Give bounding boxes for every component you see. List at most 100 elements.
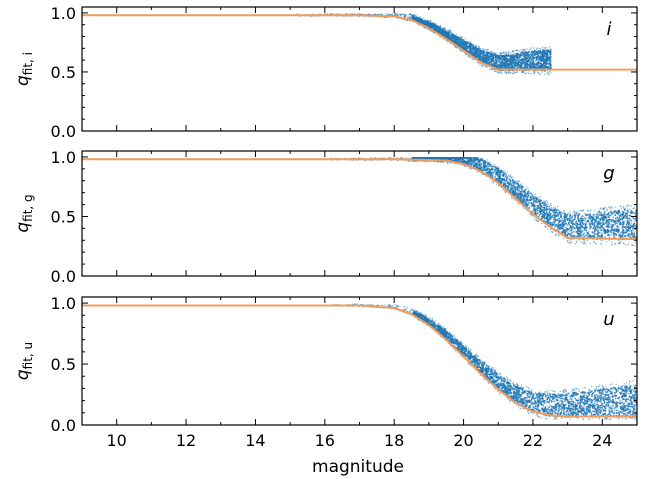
- scatter-point: [589, 227, 591, 230]
- scatter-point: [353, 13, 355, 15]
- scatter-point: [344, 13, 346, 15]
- scatter-point: [572, 215, 574, 217]
- scatter-point: [484, 49, 486, 51]
- scatter-point: [550, 64, 552, 66]
- scatter-point: [583, 242, 585, 244]
- scatter-point: [623, 236, 625, 238]
- scatter-point: [536, 63, 539, 65]
- scatter-point: [481, 174, 483, 176]
- scatter-point: [491, 63, 493, 65]
- scatter-point: [483, 173, 485, 175]
- scatter-point: [494, 63, 496, 66]
- scatter-point: [541, 51, 544, 54]
- scatter-point: [312, 13, 314, 15]
- scatter-point: [473, 51, 476, 54]
- scatter-point: [439, 36, 441, 38]
- scatter-point: [487, 159, 489, 161]
- scatter-point: [578, 212, 580, 215]
- scatter-point: [495, 56, 497, 58]
- scatter-point: [437, 161, 439, 163]
- scatter-point: [513, 190, 515, 193]
- scatter-point: [485, 162, 487, 164]
- scatter-point: [540, 67, 543, 69]
- scatter-point: [618, 228, 620, 230]
- scatter-point: [542, 209, 545, 211]
- scatter-point: [457, 42, 460, 44]
- scatter-point: [620, 224, 622, 226]
- scatter-point: [567, 232, 569, 235]
- scatter-point: [447, 41, 449, 43]
- scatter-point: [396, 14, 398, 16]
- scatter-point: [388, 14, 390, 16]
- scatter-point: [386, 14, 388, 16]
- scatter-point: [479, 57, 481, 59]
- scatter-point: [428, 24, 430, 27]
- scatter-point: [509, 72, 511, 74]
- scatter-point: [594, 233, 596, 235]
- scatter-point: [532, 67, 534, 69]
- scatter-point: [530, 195, 532, 197]
- scatter-point: [415, 15, 417, 17]
- scatter-point: [573, 231, 575, 233]
- scatter-point: [503, 172, 506, 174]
- scatter-point: [505, 191, 507, 193]
- scatter-point: [507, 58, 510, 61]
- scatter-point: [425, 27, 427, 29]
- scatter-point: [544, 62, 546, 64]
- scatter-point: [517, 64, 520, 66]
- scatter-point: [609, 230, 612, 232]
- scatter-point: [427, 19, 429, 21]
- scatter-point: [428, 29, 430, 31]
- scatter-point: [464, 165, 466, 167]
- scatter-point: [504, 53, 506, 55]
- scatter-point: [599, 236, 601, 238]
- scatter-point: [610, 206, 613, 208]
- scatter-point: [433, 22, 436, 24]
- scatter-point: [447, 31, 450, 33]
- scatter-point: [534, 193, 536, 195]
- scatter-point: [487, 59, 489, 62]
- scatter-point: [593, 241, 595, 243]
- scatter-point: [513, 188, 515, 190]
- scatter-point: [467, 41, 469, 43]
- scatter-point: [624, 208, 626, 210]
- scatter-point: [506, 55, 508, 57]
- scatter-point: [471, 50, 473, 53]
- scatter-point: [590, 209, 592, 211]
- scatter-point: [492, 182, 494, 184]
- scatter-point: [488, 56, 491, 58]
- scatter-point: [334, 157, 336, 159]
- scatter-point: [512, 176, 514, 178]
- scatter-point: [489, 68, 491, 70]
- scatter-point: [626, 220, 628, 222]
- scatter-point: [516, 187, 519, 189]
- scatter-point: [529, 53, 532, 56]
- scatter-point: [595, 220, 597, 222]
- scatter-point: [523, 55, 525, 58]
- scatter-point: [573, 235, 576, 237]
- scatter-point: [466, 46, 469, 48]
- scatter-point: [478, 55, 480, 57]
- scatter-point: [492, 57, 495, 60]
- scatter-point: [489, 51, 491, 53]
- scatter-point: [545, 46, 547, 48]
- scatter-point: [533, 72, 535, 74]
- scatter-point: [563, 209, 565, 211]
- scatter-point: [469, 50, 471, 53]
- scatter-point: [621, 218, 623, 220]
- scatter-point: [553, 222, 556, 224]
- scatter-point: [613, 210, 616, 212]
- scatter-point: [495, 59, 497, 62]
- scatter-point: [597, 211, 599, 213]
- scatter-point: [515, 54, 517, 57]
- scatter-point: [491, 181, 493, 183]
- scatter-point: [510, 60, 512, 63]
- scatter-point: [499, 61, 502, 64]
- scatter-point: [546, 49, 548, 52]
- scatter-point: [505, 173, 508, 176]
- scatter-point: [518, 55, 520, 58]
- scatter-point: [519, 187, 521, 189]
- scatter-point: [503, 55, 505, 57]
- scatter-point: [552, 211, 554, 213]
- scatter-point: [628, 205, 630, 207]
